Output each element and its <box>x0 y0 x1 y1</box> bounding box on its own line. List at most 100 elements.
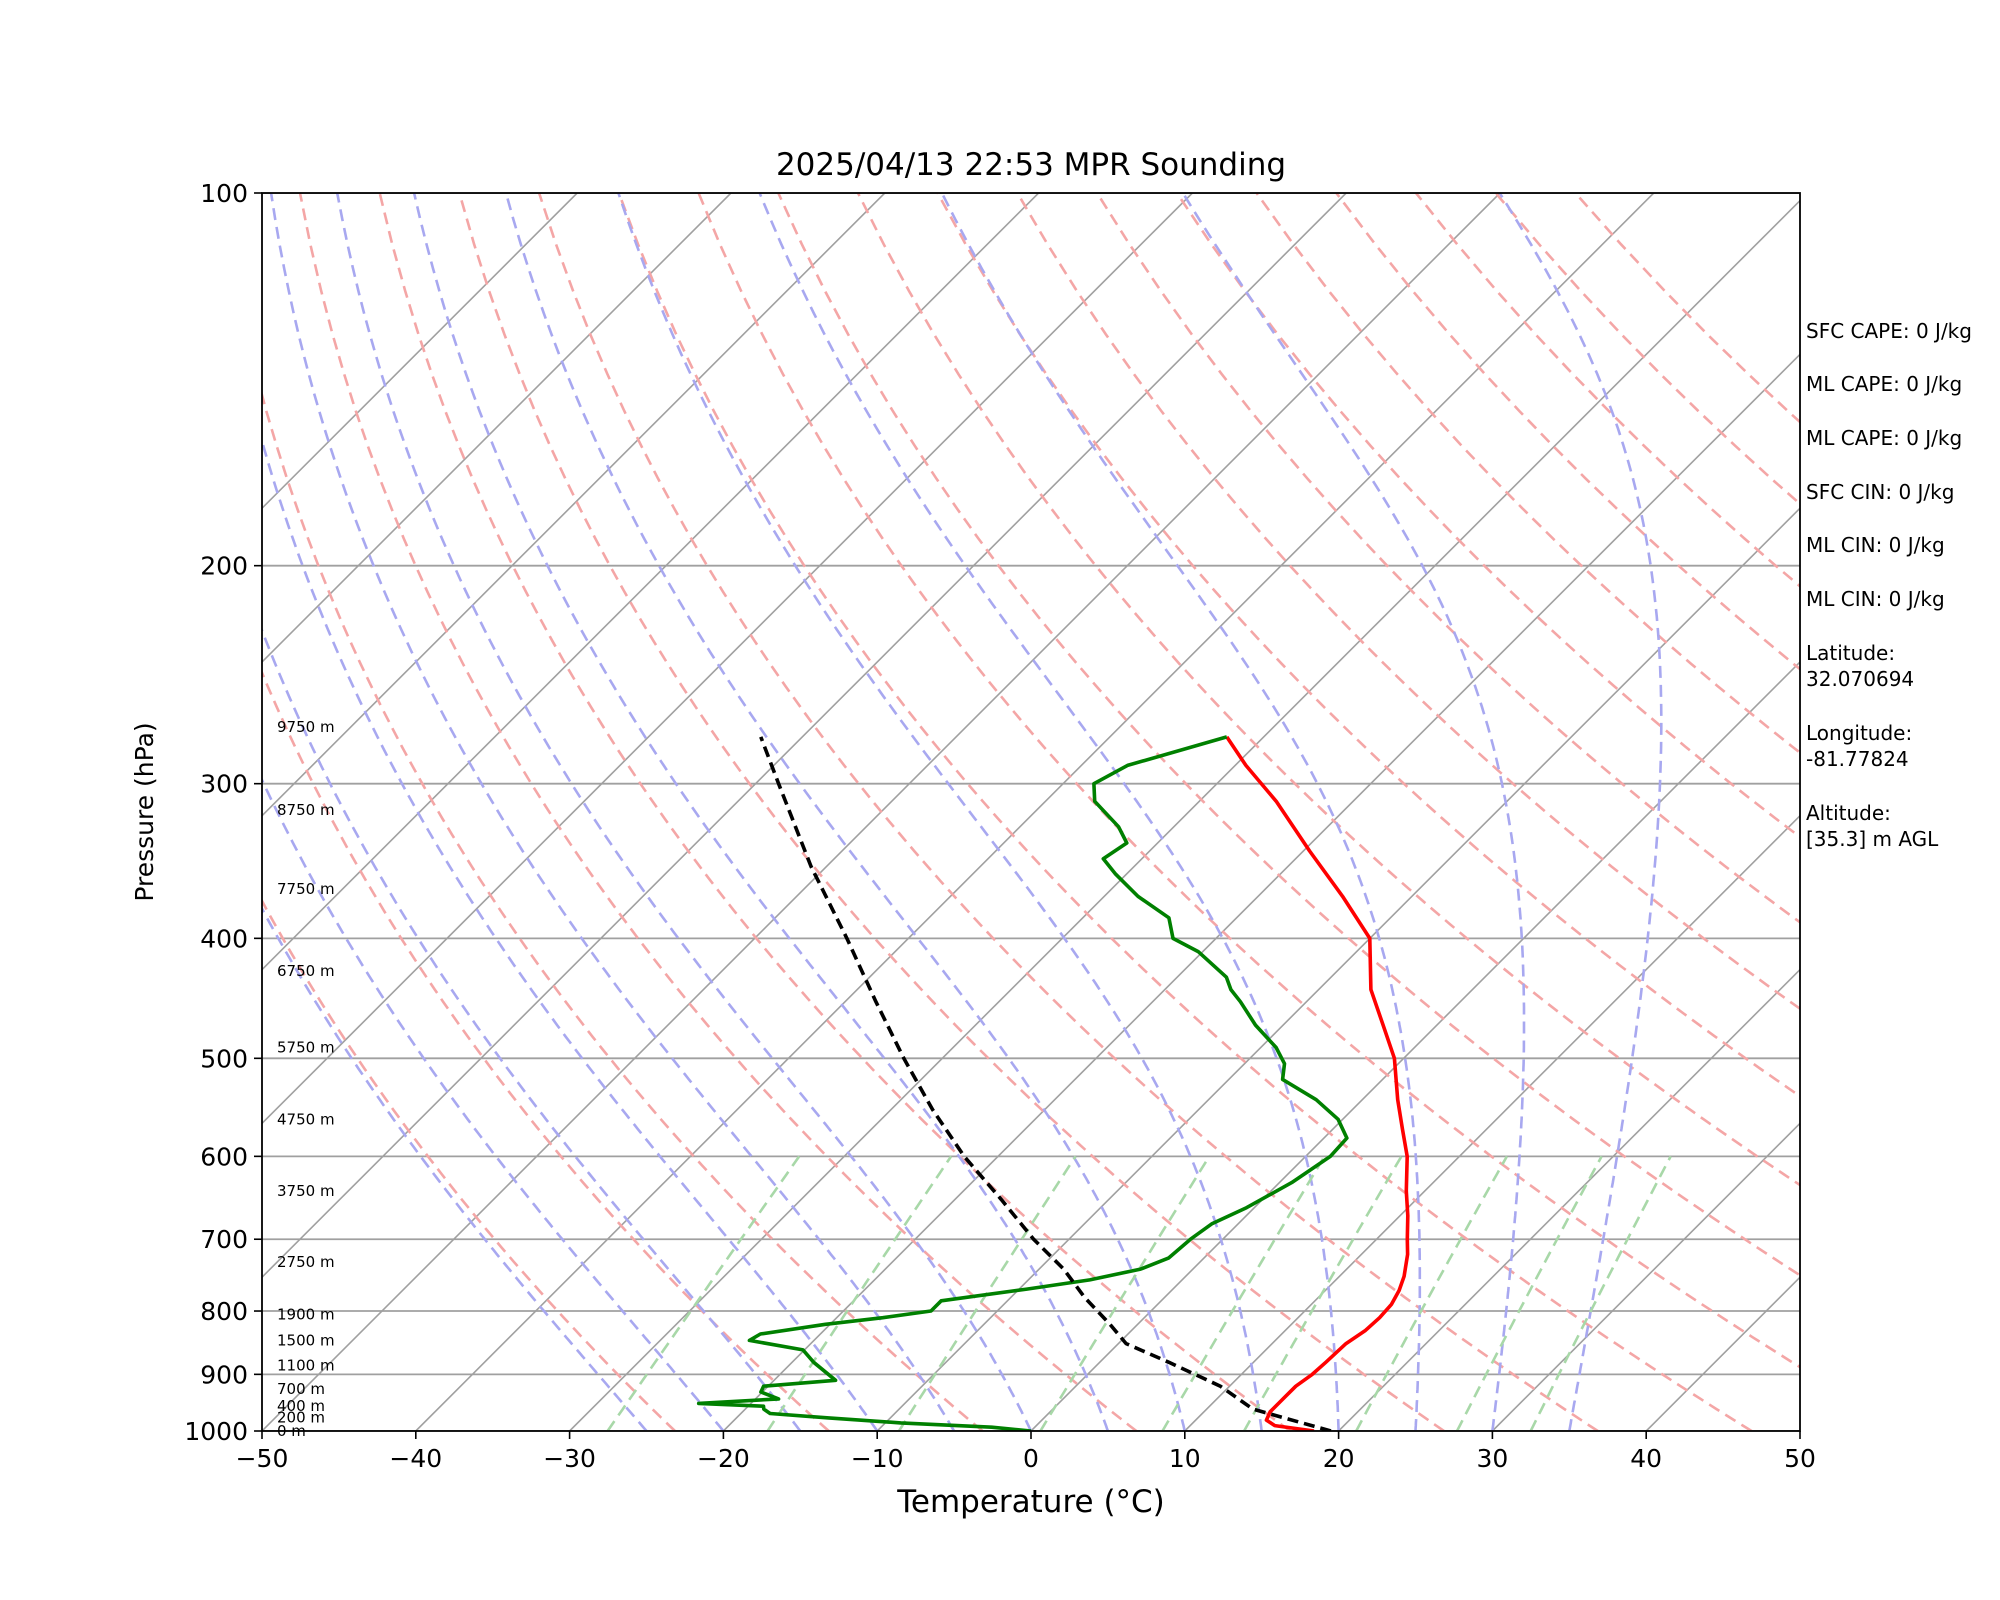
dry-adiabat-line <box>458 193 1445 1431</box>
x-tick-label: 50 <box>1784 1444 1816 1473</box>
mixing-ratio-line <box>897 1155 1077 1431</box>
sfc-cin-text: SFC CIN: 0 J/kg <box>1806 480 1955 504</box>
dry-adiabat-line <box>1255 193 1800 755</box>
height-label: 3750 m <box>277 1182 335 1200</box>
mixing-ratio-line <box>1355 1155 1509 1431</box>
moist-adiabat-line <box>412 193 1110 1431</box>
sounding-traces <box>696 735 1410 1431</box>
mixing-ratio-line <box>1039 1155 1211 1431</box>
isotherm-line <box>262 193 886 817</box>
height-label: 7750 m <box>277 880 335 898</box>
x-tick-label: −30 <box>543 1444 596 1473</box>
height-label: 9750 m <box>277 718 335 736</box>
isotherm-line <box>262 193 732 664</box>
y-tick-label: 200 <box>200 552 248 581</box>
altitude-text: Altitude: [35.3] m AGL <box>1806 801 1939 851</box>
dry-adiabat-line <box>262 669 830 1431</box>
moist-adiabat-line <box>262 436 879 1431</box>
dry-adiabat-line <box>1175 193 1800 839</box>
y-tick-label: 700 <box>200 1225 248 1254</box>
height-label: 400 m <box>277 1397 325 1415</box>
x-tick-label: 0 <box>1023 1444 1039 1473</box>
mixing-ratio-line <box>766 1155 953 1431</box>
dry-adiabat-line <box>378 193 1291 1431</box>
dry-adiabat-line <box>298 193 1138 1431</box>
moist-adiabat-line <box>940 193 1422 1431</box>
x-tick-label: −40 <box>389 1444 442 1473</box>
height-label: 6750 m <box>277 962 335 980</box>
y-tick-label: 100 <box>200 179 248 208</box>
chart-title: 2025/04/13 22:53 MPR Sounding <box>776 147 1286 183</box>
dry-adiabat-line <box>537 193 1599 1431</box>
mixing-ratio-line <box>1242 1155 1403 1431</box>
x-tick-label: 20 <box>1323 1444 1355 1473</box>
plot-frame <box>261 192 1801 1432</box>
y-tick-label: 800 <box>200 1297 248 1326</box>
x-tick-label: 40 <box>1630 1444 1662 1473</box>
isotherm-line <box>722 353 1800 1431</box>
y-axis-label: Pressure (hPa) <box>130 722 159 901</box>
height-label: 8750 m <box>277 801 335 819</box>
dry-adiabat-line <box>856 193 1800 1187</box>
temperature-trace <box>1225 735 1410 1431</box>
x-tick-label: 30 <box>1476 1444 1508 1473</box>
isotherm-line <box>262 193 1193 1125</box>
height-label: 700 m <box>277 1380 325 1398</box>
dry-adiabat-line <box>1096 193 1800 924</box>
parcel-trace <box>759 736 1332 1431</box>
moist-adiabat-line <box>335 193 1033 1431</box>
x-tick-label: −10 <box>851 1444 904 1473</box>
moist-adiabat-line <box>262 905 648 1431</box>
dewpoint-trace <box>696 735 1349 1431</box>
height-label: 1500 m <box>277 1331 335 1349</box>
height-label: 2750 m <box>277 1253 335 1271</box>
sfc-cape-text: SFC CAPE: 0 J/kg <box>1806 319 1972 343</box>
dry-adiabat-line <box>777 193 1800 1277</box>
dry-adiabat-line <box>262 390 984 1431</box>
x-axis-label: Temperature (°C) <box>896 1484 1165 1520</box>
y-tick-label: 400 <box>200 924 248 953</box>
isotherm-line <box>1338 968 1800 1431</box>
axes: −50 −40 −30 −20 −10 0 10 20 30 40 50 1000 900 800 700 6… <box>184 179 1816 1473</box>
isotherm-line <box>1184 814 1800 1431</box>
isotherm-line <box>415 193 1655 1431</box>
dry-adiabat-line <box>262 898 676 1431</box>
moist-adiabat-line <box>262 626 802 1431</box>
isotherm-line <box>262 193 578 510</box>
y-tick-label: 600 <box>200 1142 248 1171</box>
isotherm-line <box>262 193 1347 1279</box>
y-tick-label: 500 <box>200 1044 248 1073</box>
dry-adiabat-line <box>697 193 1800 1369</box>
isotherm-line <box>262 193 1040 971</box>
height-label: 200 m <box>277 1408 325 1426</box>
longitude-text: Longitude: -81.77824 <box>1806 721 1913 771</box>
height-label: 1100 m <box>277 1356 335 1374</box>
isotherm-line <box>1030 660 1800 1431</box>
dry-adiabat-line <box>617 193 1753 1431</box>
background-lines <box>262 193 1800 1431</box>
height-label: 5750 m <box>277 1038 335 1056</box>
mixing-ratio-line <box>1529 1155 1672 1431</box>
x-tick-label: 10 <box>1169 1444 1201 1473</box>
moist-adiabat-line <box>1498 193 1663 1431</box>
latitude-text: Latitude: 32.070694 <box>1806 641 1915 691</box>
ml-cape-text: ML CAPE: 0 J/kg <box>1806 372 1963 396</box>
isotherm-line <box>1491 1122 1800 1431</box>
ml-cin-text-2: ML CIN: 0 J/kg <box>1806 587 1945 611</box>
moist-adiabat-line <box>504 193 1187 1431</box>
y-tick-label: 300 <box>200 770 248 799</box>
mixing-ratio-line <box>1161 1155 1326 1431</box>
height-label: 1900 m <box>277 1305 335 1323</box>
moist-adiabat-line <box>269 193 956 1431</box>
mixing-ratio-line <box>1455 1155 1603 1431</box>
y-tick-label: 1000 <box>184 1417 248 1446</box>
ml-cin-text: ML CIN: 0 J/kg <box>1806 533 1945 557</box>
moist-adiabat-line <box>1181 193 1526 1431</box>
mixing-ratio-line <box>606 1155 801 1431</box>
x-tick-label: −20 <box>697 1444 750 1473</box>
isotherm-line <box>569 199 1800 1431</box>
ml-cape-text-2: ML CAPE: 0 J/kg <box>1806 426 1963 450</box>
moist-adiabat-line <box>262 776 725 1431</box>
